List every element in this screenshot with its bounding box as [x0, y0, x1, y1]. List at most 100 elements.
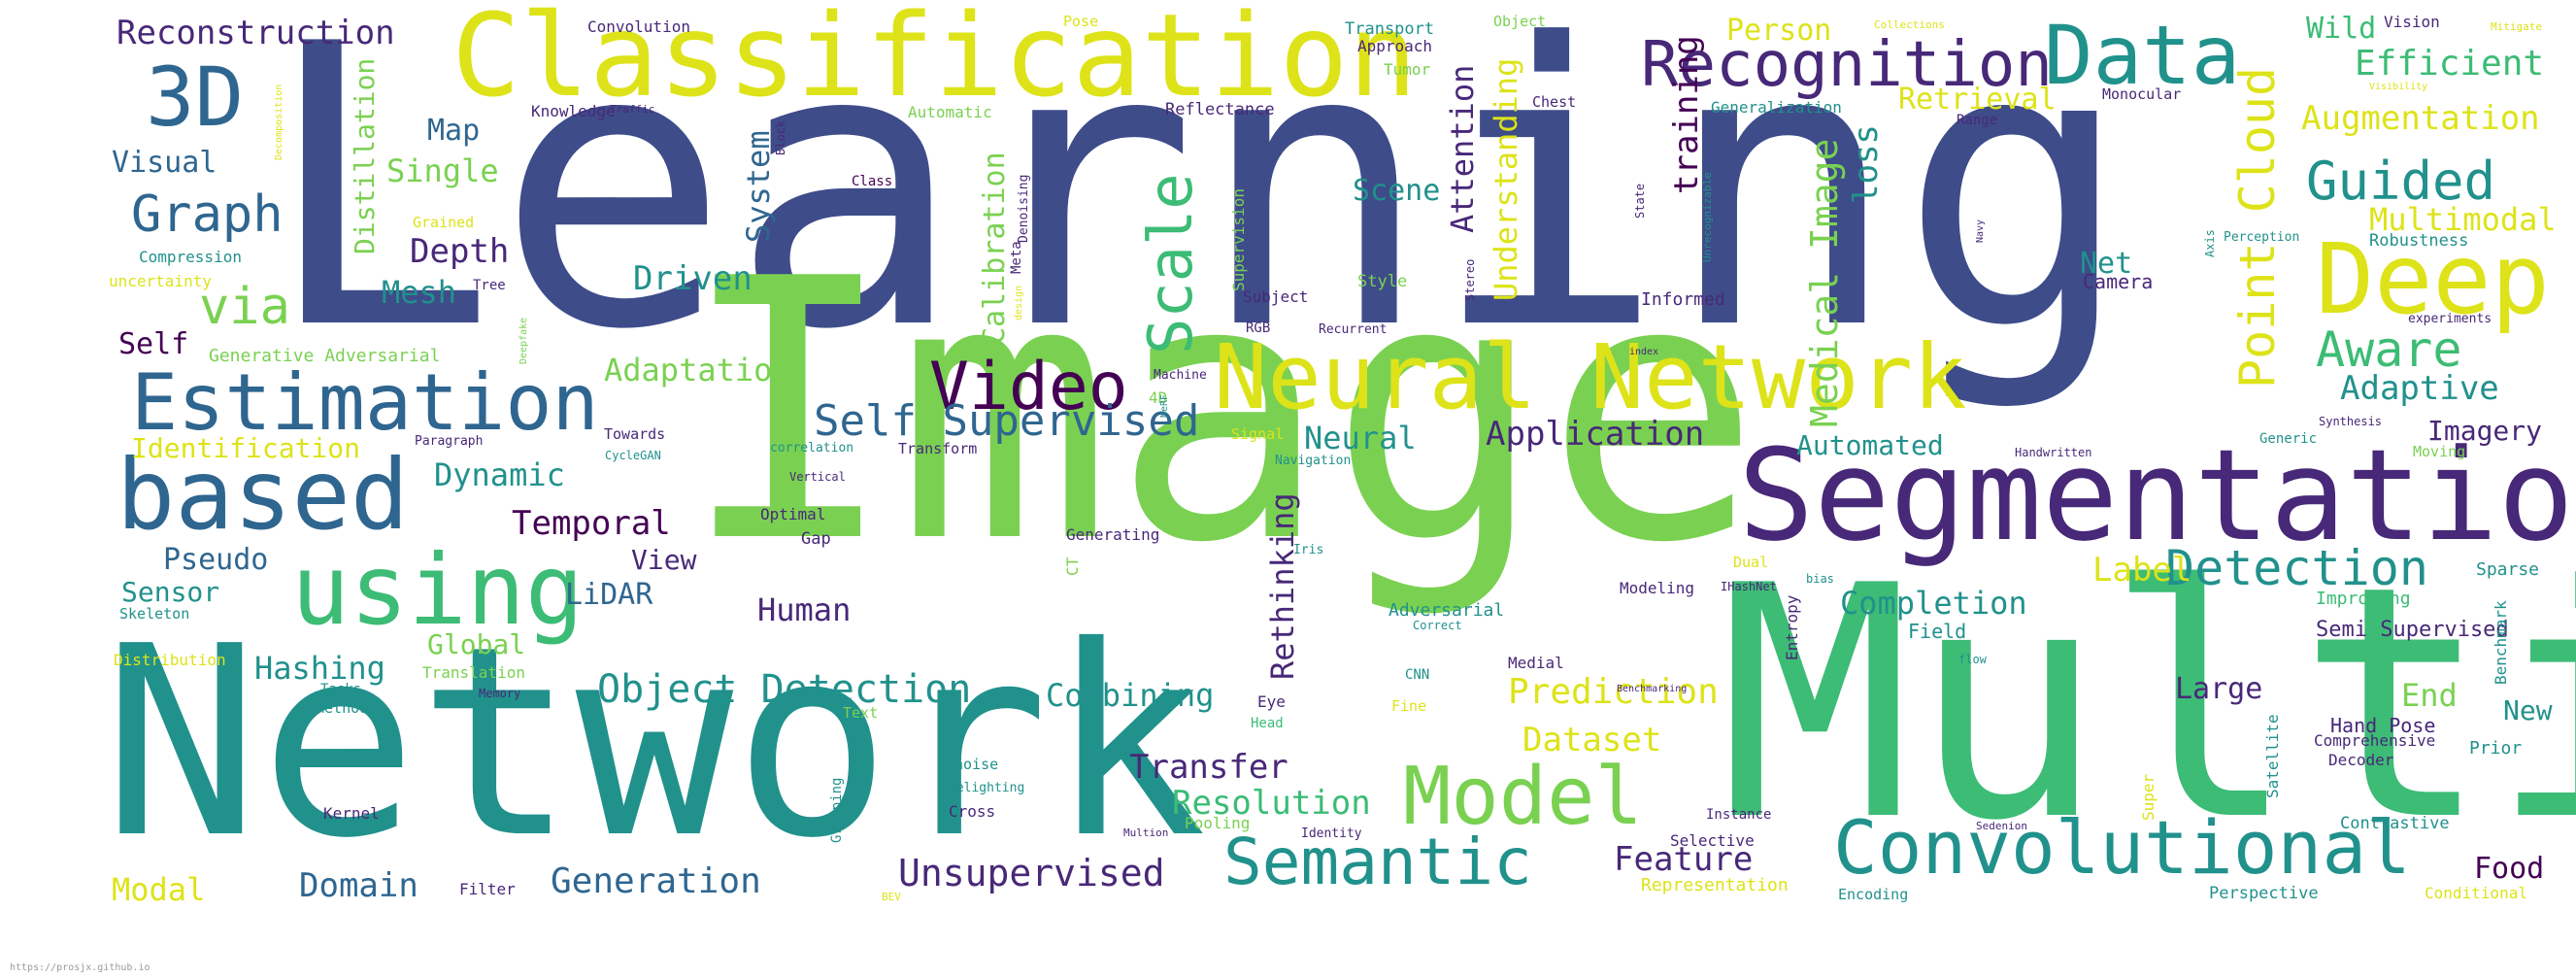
word-chest: Chest — [1532, 93, 1577, 111]
word-hashing: Hashing — [254, 650, 385, 687]
word-transport: Transport — [1345, 19, 1435, 39]
word-iris: Iris — [1293, 543, 1324, 557]
word-camera: Camera — [2083, 270, 2154, 293]
word-multion: Multion — [1123, 826, 1169, 839]
word-detection: Detection — [2165, 540, 2428, 596]
word-generic: Generic — [2259, 431, 2318, 447]
word-modal: Modal — [112, 871, 206, 908]
word-machine: Machine — [1154, 368, 1207, 383]
word-classification: Classification — [452, 0, 1418, 122]
word-ct: CT — [1063, 556, 1082, 576]
word-transform: Transform — [898, 440, 978, 457]
word-convolutional: Convolutional — [1833, 804, 2411, 891]
word-resolution: Resolution — [1172, 784, 1371, 823]
word-robustness: Robustness — [2369, 231, 2469, 251]
word-map: Map — [427, 114, 481, 148]
word-contrastive: Contrastive — [2340, 814, 2450, 833]
word-imagery: Imagery — [2427, 415, 2543, 447]
word-class: Class — [852, 174, 893, 189]
word-eye: Eye — [1257, 692, 1286, 711]
word-distillation: Distillation — [349, 57, 381, 254]
word-decomposition: Decomposition — [274, 84, 284, 160]
word-grouping: Grouping — [829, 777, 845, 843]
word-field: Field — [1908, 620, 1967, 643]
word-3d: 3D — [146, 50, 245, 145]
word-person: Person — [1726, 14, 1832, 48]
word-net: Net — [2080, 247, 2133, 281]
word-training: training — [1667, 35, 1706, 194]
word-block: Block — [774, 119, 787, 155]
word-cyclegan: CycleGAN — [605, 449, 661, 462]
word-visual: Visual — [112, 146, 217, 180]
word-benchmarking: Benchmarking — [1617, 684, 1688, 694]
word-bev: BEV — [882, 891, 901, 903]
word-wild: Wild — [2306, 12, 2377, 46]
word-video: Video — [929, 349, 1128, 425]
word-automatic: Automatic — [908, 103, 992, 121]
word-learning: Learning — [262, 0, 2133, 415]
word-sparse: Sparse — [2476, 559, 2540, 580]
word-human: Human — [757, 591, 852, 628]
word-retrieval: Retrieval — [1898, 83, 2057, 117]
word-based: based — [117, 438, 410, 552]
word-object: Object — [1493, 13, 1547, 30]
word-experiments: experiments — [2408, 312, 2492, 326]
word-adversarial: Adversarial — [1388, 600, 1505, 621]
word-signal: Signal — [1231, 425, 1285, 443]
word-augmentation: Augmentation — [2301, 99, 2540, 138]
word-adaptation: Adaptation — [604, 352, 791, 388]
word-index: index — [1629, 347, 1659, 357]
word-correlation: correlation — [770, 441, 854, 455]
word-generating: Generating — [1066, 525, 1160, 544]
word-sensor: Sensor — [121, 576, 220, 608]
word-segmentation: Segmentation — [1738, 422, 2576, 569]
word-monocular: Monocular — [2102, 85, 2182, 103]
word-prediction: Prediction — [1508, 672, 1719, 712]
word-grained: Grained — [413, 214, 475, 231]
word-style: Style — [1357, 272, 1408, 291]
word-pseudo: Pseudo — [163, 543, 269, 577]
word-driven: Driven — [633, 259, 753, 298]
word-ihashnet: IHashNet — [1721, 580, 1777, 593]
word-data: Data — [2044, 8, 2241, 103]
word-large: Large — [2175, 672, 2263, 706]
word-generative-adversarial: Generative Adversarial — [209, 346, 441, 366]
word-instance: Instance — [1706, 807, 1772, 823]
word-representation: Representation — [1641, 875, 1789, 895]
word-cnn: CNN — [1405, 667, 1430, 683]
word-recognition: Recognition — [1641, 29, 2053, 101]
word-flow: flow — [1958, 653, 1987, 666]
word-towards: Towards — [604, 425, 666, 443]
word-neural-network: Neural Network — [1214, 325, 1967, 429]
word-perspective: Perspective — [2209, 884, 2319, 903]
word-nerf: NeRF — [1159, 393, 1170, 418]
word-distribution: Distribution — [114, 651, 226, 669]
word-automated: Automated — [1796, 429, 1944, 461]
word-kernel: Kernel — [323, 804, 380, 823]
word-filter: Filter — [459, 880, 516, 898]
word-via: via — [199, 278, 290, 336]
word-medial: Medial — [1508, 654, 1564, 672]
word-semantic: Semantic — [1223, 825, 1532, 899]
word-4d: 4D — [1149, 388, 1168, 407]
word-lidar: LiDAR — [565, 578, 653, 612]
word-end: End — [2401, 677, 2458, 714]
word-range: Range — [1957, 113, 1998, 128]
word-self-supervised: Self Supervised — [814, 396, 1200, 446]
word-super: Super — [2139, 773, 2158, 821]
word-mesh: Mesh — [382, 274, 457, 311]
word-feature: Feature — [1614, 840, 1754, 879]
word-sedenion: Sedenion — [1976, 820, 2027, 832]
word-generalization: Generalization — [1711, 98, 1842, 117]
word-conditional: Conditional — [2425, 884, 2527, 902]
word-head: Head — [1251, 716, 1284, 731]
word-temporal: Temporal — [512, 504, 671, 543]
word-vision: Vision — [2384, 13, 2440, 31]
word-subject: Subject — [1243, 287, 1309, 306]
word-network: Network — [102, 590, 1207, 895]
word-dataset: Dataset — [1522, 721, 1662, 759]
word-optimal: Optimal — [760, 505, 826, 523]
word-new: New — [2503, 694, 2553, 726]
word-scale: Scale — [1135, 173, 1206, 354]
